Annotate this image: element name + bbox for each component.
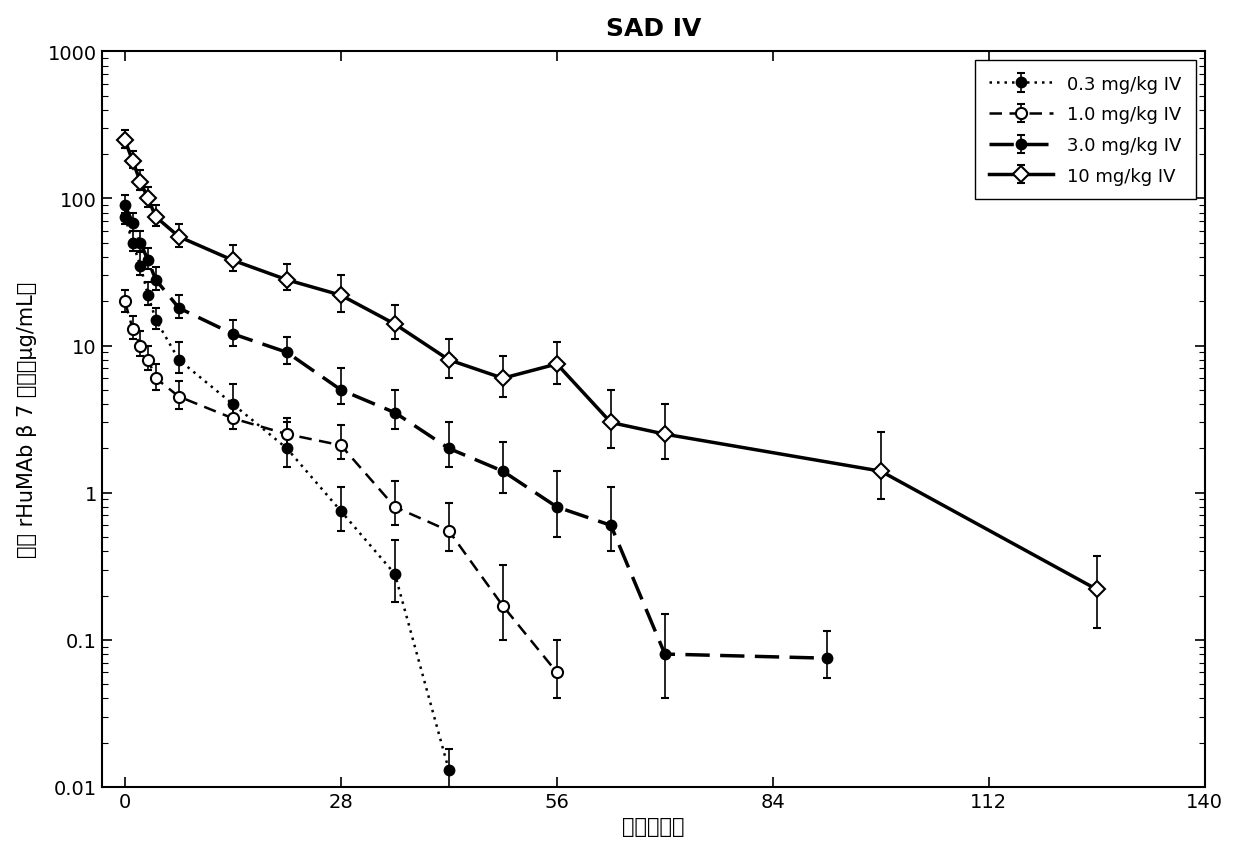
Legend: 0.3 mg/kg IV, 1.0 mg/kg IV, 3.0 mg/kg IV, 10 mg/kg IV: 0.3 mg/kg IV, 1.0 mg/kg IV, 3.0 mg/kg IV… — [975, 61, 1195, 200]
Title: SAD IV: SAD IV — [605, 17, 701, 41]
X-axis label: 时间（天）: 时间（天） — [622, 816, 684, 836]
Y-axis label: 血清 rHuMAb β 7 浓度（μg/mL）: 血清 rHuMAb β 7 浓度（μg/mL） — [16, 281, 37, 558]
